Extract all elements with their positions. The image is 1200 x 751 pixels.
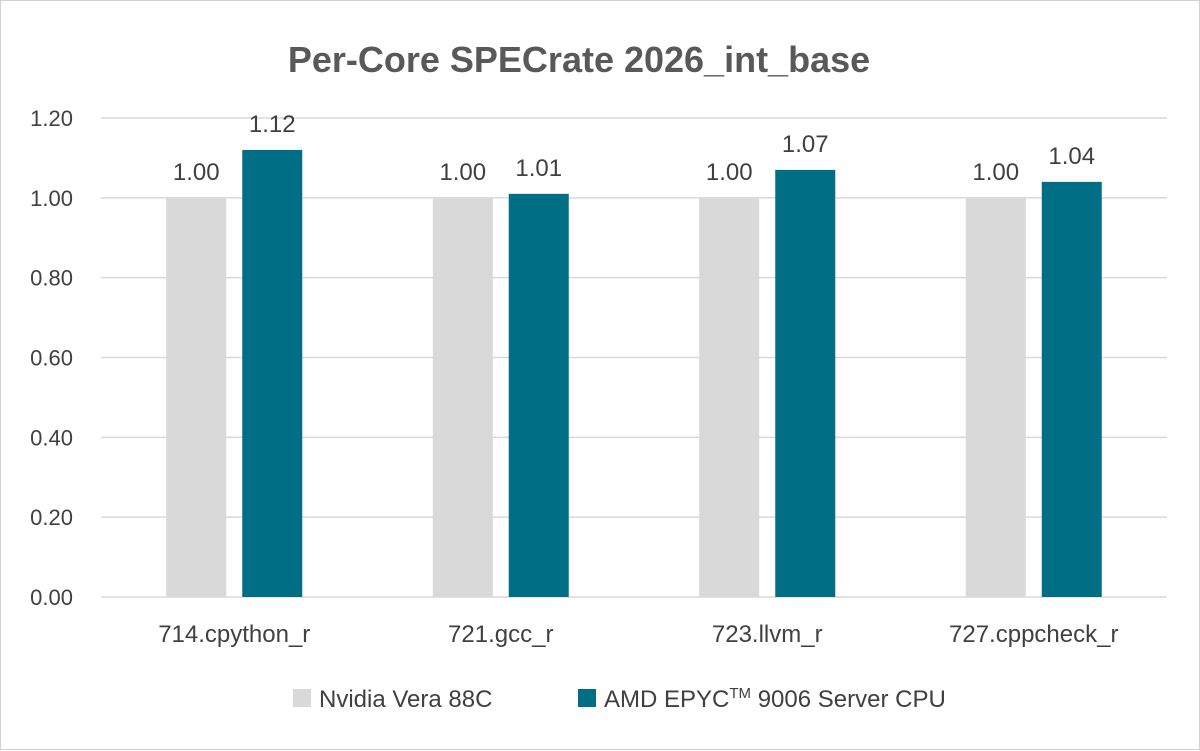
data-label: 1.01 bbox=[515, 155, 562, 182]
x-category-label: 721.gcc_r bbox=[448, 621, 553, 648]
bar-nvidia-2 bbox=[699, 197, 760, 598]
legend-label-amd-trademark: TM bbox=[729, 685, 751, 702]
data-label: 1.00 bbox=[439, 159, 486, 186]
data-label: 1.12 bbox=[249, 111, 296, 138]
y-axis-ticks: 0.00 0.20 0.40 0.60 0.80 1.00 1.20 bbox=[30, 106, 73, 610]
bar-nvidia-3 bbox=[965, 197, 1026, 598]
chart-title: Per-Core SPECrate 2026_int_base bbox=[288, 39, 870, 80]
x-axis-categories: 714.cpython_r 721.gcc_r 723.llvm_r 727.cppc… bbox=[158, 621, 1118, 648]
legend-label-amd-name: AMD EPYC bbox=[604, 686, 729, 713]
bar-amd-3 bbox=[1041, 181, 1102, 597]
data-label: 1.00 bbox=[173, 159, 220, 186]
y-tick-label: 0.80 bbox=[30, 266, 73, 291]
bar-amd-1 bbox=[508, 193, 569, 597]
bar-nvidia-0 bbox=[166, 197, 227, 598]
x-category-label: 723.llvm_r bbox=[712, 621, 823, 648]
y-tick-label: 0.20 bbox=[30, 505, 73, 530]
bar-nvidia-1 bbox=[432, 197, 493, 598]
y-tick-label: 1.20 bbox=[30, 106, 73, 131]
data-label: 1.04 bbox=[1048, 143, 1095, 170]
legend-label-amd-suffix: 9006 Server CPU bbox=[751, 686, 946, 713]
data-labels: 1.00 1.12 1.00 1.01 1.00 1.07 1.00 1.04 bbox=[173, 111, 1095, 186]
legend-label-amd: AMD EPYCTM 9006 Server CPU bbox=[604, 685, 946, 713]
legend-swatch-amd bbox=[578, 689, 596, 707]
data-label: 1.07 bbox=[782, 131, 829, 158]
y-tick-label: 1.00 bbox=[30, 186, 73, 211]
y-tick-label: 0.60 bbox=[30, 346, 73, 371]
y-tick-label: 0.00 bbox=[30, 585, 73, 610]
x-category-label: 714.cpython_r bbox=[158, 621, 310, 648]
data-label: 1.00 bbox=[972, 159, 1019, 186]
legend: Nvidia Vera 88C AMD EPYCTM 9006 Server CP… bbox=[293, 685, 946, 713]
legend-swatch-nvidia bbox=[293, 689, 311, 707]
legend-label-nvidia: Nvidia Vera 88C bbox=[319, 686, 492, 713]
y-tick-label: 0.40 bbox=[30, 425, 73, 450]
x-category-label: 727.cppcheck_r bbox=[949, 621, 1118, 648]
data-label: 1.00 bbox=[706, 159, 753, 186]
bars bbox=[166, 149, 1102, 598]
bar-amd-0 bbox=[242, 149, 303, 597]
bar-amd-2 bbox=[775, 169, 836, 597]
